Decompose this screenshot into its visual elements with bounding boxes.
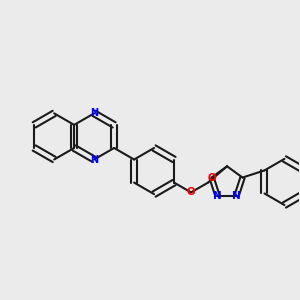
Text: N: N xyxy=(213,191,222,201)
Text: N: N xyxy=(90,108,98,118)
Text: O: O xyxy=(187,188,195,197)
Text: N: N xyxy=(232,191,241,201)
Text: O: O xyxy=(207,172,216,182)
Text: N: N xyxy=(90,154,98,164)
